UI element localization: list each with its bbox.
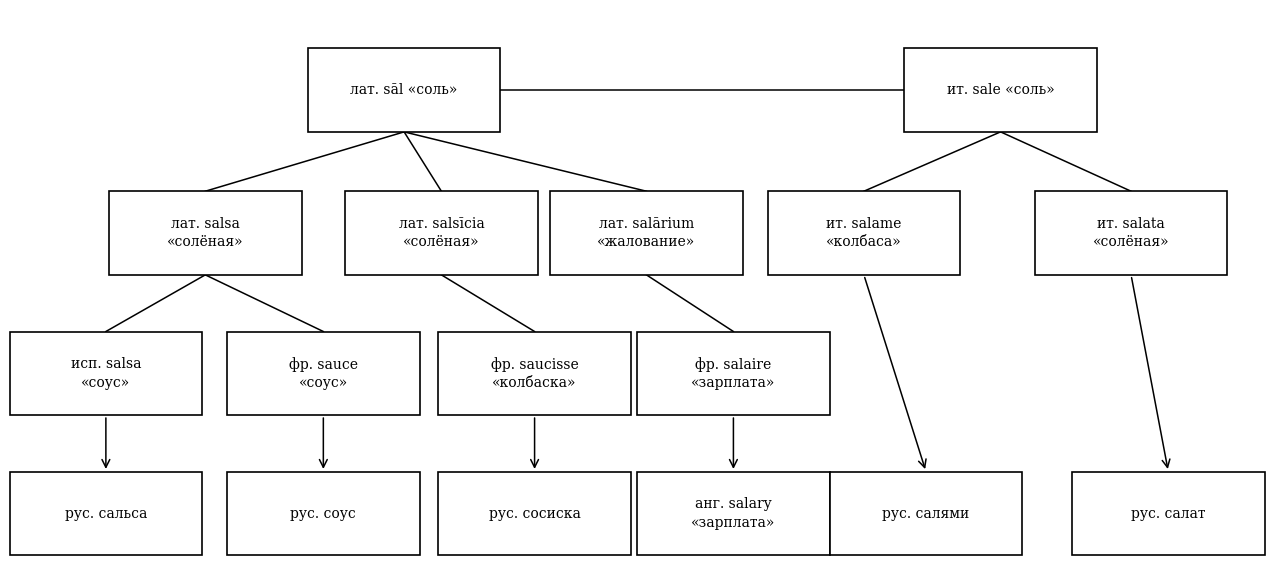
FancyBboxPatch shape bbox=[10, 332, 202, 415]
Text: фр. salaire
«зарплата»: фр. salaire «зарплата» bbox=[691, 356, 776, 390]
Text: рус. салат: рус. салат bbox=[1131, 507, 1206, 521]
Text: исп. salsa
«соус»: исп. salsa «соус» bbox=[71, 357, 141, 390]
Text: анг. salary
«зарплата»: анг. salary «зарплата» bbox=[691, 498, 776, 530]
FancyBboxPatch shape bbox=[227, 472, 420, 556]
Text: рус. сальса: рус. сальса bbox=[65, 507, 147, 521]
Text: ит. sale «соль»: ит. sale «соль» bbox=[947, 83, 1055, 97]
Text: ит. salata
«солёная»: ит. salata «солёная» bbox=[1093, 217, 1169, 249]
FancyBboxPatch shape bbox=[439, 332, 631, 415]
Text: рус. сосиска: рус. сосиска bbox=[488, 507, 581, 521]
Text: фр. saucisse
«колбаска»: фр. saucisse «колбаска» bbox=[491, 356, 578, 390]
FancyBboxPatch shape bbox=[767, 191, 960, 275]
Text: лат. salārium
«жалование»: лат. salārium «жалование» bbox=[597, 217, 696, 249]
FancyBboxPatch shape bbox=[1071, 472, 1264, 556]
Text: рус. соус: рус. соус bbox=[290, 507, 356, 521]
FancyBboxPatch shape bbox=[227, 332, 420, 415]
FancyBboxPatch shape bbox=[109, 191, 302, 275]
FancyBboxPatch shape bbox=[550, 191, 743, 275]
FancyBboxPatch shape bbox=[637, 332, 829, 415]
FancyBboxPatch shape bbox=[637, 472, 829, 556]
FancyBboxPatch shape bbox=[345, 191, 538, 275]
FancyBboxPatch shape bbox=[1035, 191, 1227, 275]
FancyBboxPatch shape bbox=[308, 48, 501, 132]
Text: ит. salame
«колбаса»: ит. salame «колбаса» bbox=[825, 217, 902, 249]
Text: лат. sāl «соль»: лат. sāl «соль» bbox=[350, 83, 458, 97]
FancyBboxPatch shape bbox=[829, 472, 1022, 556]
Text: лат. salsa
«солёная»: лат. salsa «солёная» bbox=[167, 217, 243, 249]
Text: рус. салями: рус. салями bbox=[883, 507, 970, 521]
Text: фр. sauce
«соус»: фр. sauce «соус» bbox=[289, 356, 358, 390]
FancyBboxPatch shape bbox=[10, 472, 202, 556]
Text: лат. salsīcia
«солёная»: лат. salsīcia «солёная» bbox=[398, 217, 484, 249]
FancyBboxPatch shape bbox=[904, 48, 1097, 132]
FancyBboxPatch shape bbox=[439, 472, 631, 556]
